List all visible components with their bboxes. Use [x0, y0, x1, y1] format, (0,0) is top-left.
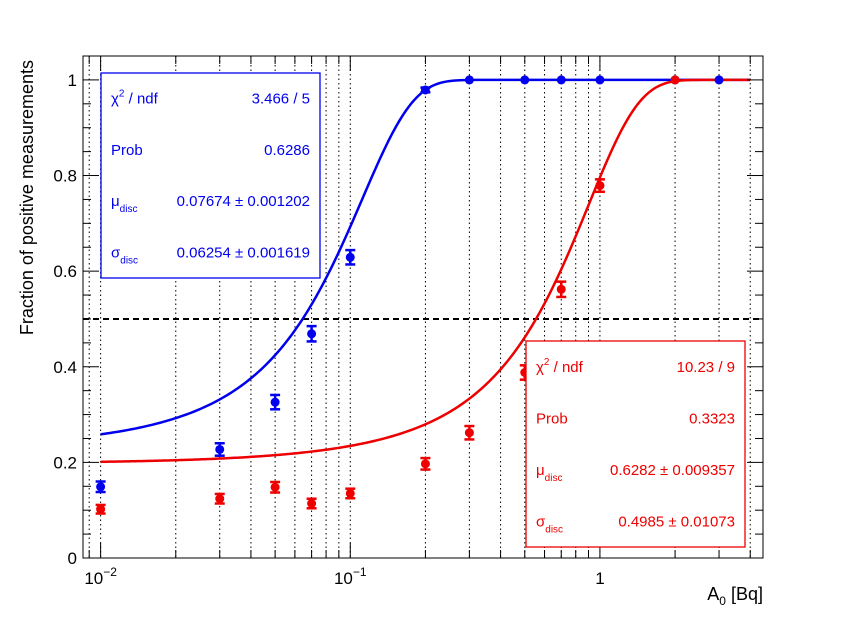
x-axis-title: A0 [Bq] — [707, 584, 763, 608]
data-points — [95, 75, 724, 515]
data-point — [464, 428, 474, 438]
x-axis-title-main: A — [707, 584, 719, 604]
data-point — [215, 494, 225, 504]
stat-label: χ2 / ndf — [111, 89, 159, 108]
data-point — [345, 488, 355, 498]
fit-stat-boxes: χ2 / ndf 3.466 / 5 Prob 0.6286 μdisc 0.07674 … — [100, 72, 746, 548]
tick-labels: 0 0.2 0.4 0.6 0.8 1 10−2 10−1 1 — [53, 71, 604, 588]
data-point — [307, 498, 317, 508]
stat-value: 0.06254 ± 0.001619 — [177, 244, 310, 261]
y-tick-label: 1 — [68, 71, 77, 90]
plot-frame — [82, 55, 764, 559]
stat-label: μdisc — [111, 193, 137, 215]
y-tick-label: 0.4 — [53, 358, 77, 377]
data-point — [670, 75, 680, 85]
stat-box-frame — [525, 340, 746, 548]
data-point — [556, 284, 566, 294]
stat-value: 0.4985 ± 0.01073 — [618, 513, 735, 530]
data-point — [96, 482, 106, 492]
data-point — [714, 75, 724, 85]
data-point — [270, 482, 280, 492]
x-tick-label: 1 — [595, 569, 604, 588]
fit-curve-series-1 — [100, 78, 751, 464]
stat-label: χ2 / ndf — [536, 357, 584, 376]
stat-label: μdisc — [536, 462, 562, 484]
x-axis-title-sub: 0 — [719, 594, 726, 608]
data-point — [595, 181, 605, 191]
y-axis-title: Fraction of positive measurements — [17, 60, 37, 335]
axis-ticks — [83, 55, 763, 559]
stat-box: χ2 / ndf 10.23 / 9 Prob 0.3323 μdisc 0.6282 ±… — [525, 340, 746, 548]
x-tick-label: 10−2 — [84, 565, 117, 588]
x-tick-label: 10−1 — [334, 565, 367, 588]
y-tick-label: 0.8 — [53, 167, 77, 186]
stat-label: Prob — [111, 142, 143, 159]
y-tick-label: 0.6 — [53, 262, 77, 281]
stat-box-frame — [100, 72, 321, 279]
stat-value: 0.6286 — [264, 142, 310, 159]
stat-label: Prob — [536, 410, 568, 427]
stat-value: 3.466 / 5 — [252, 91, 310, 108]
data-point — [595, 75, 605, 85]
stat-box: χ2 / ndf 3.466 / 5 Prob 0.6286 μdisc 0.07674 … — [100, 72, 321, 279]
data-point — [464, 75, 474, 85]
stat-value: 0.6282 ± 0.009357 — [610, 462, 735, 479]
data-point — [420, 85, 430, 95]
data-point — [420, 459, 430, 469]
stat-value: 0.3323 — [689, 410, 735, 427]
data-point — [307, 329, 317, 339]
y-tick-label: 0.2 — [53, 453, 77, 472]
stat-value: 0.07674 ± 0.001202 — [177, 193, 310, 210]
data-point — [345, 252, 355, 262]
y-tick-label: 0 — [68, 549, 77, 568]
stat-value: 10.23 / 9 — [677, 359, 735, 376]
stat-label: σdisc — [111, 244, 138, 266]
x-axis-title-unit: [Bq] — [726, 584, 763, 604]
data-point — [270, 397, 280, 407]
data-point — [556, 75, 566, 85]
data-point — [96, 504, 106, 514]
data-point — [215, 444, 225, 454]
stat-label: σdisc — [536, 513, 563, 535]
data-point — [520, 75, 530, 85]
